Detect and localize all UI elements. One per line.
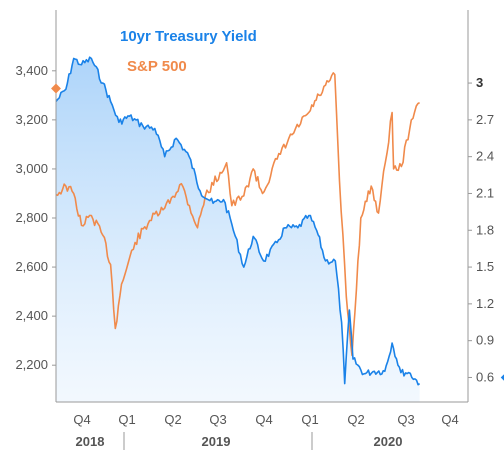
left-tick-label: 2,400 bbox=[15, 308, 48, 323]
quarter-label: Q2 bbox=[164, 412, 181, 427]
treasury-last-marker bbox=[500, 373, 504, 382]
right-tick-label: 0.9 bbox=[476, 333, 494, 348]
left-tick-label: 3,200 bbox=[15, 112, 48, 127]
left-tick-label: 2,800 bbox=[15, 210, 48, 225]
legend-sp500: S&P 500 bbox=[127, 58, 187, 75]
right-tick-label: 1.2 bbox=[476, 296, 494, 311]
treasury-line bbox=[55, 56, 421, 386]
legend: 10yr Treasury Yield S&P 500 bbox=[120, 28, 257, 75]
quarter-label: Q3 bbox=[209, 412, 226, 427]
quarter-label: Q4 bbox=[255, 412, 272, 427]
quarter-label: Q4 bbox=[441, 412, 458, 427]
year-label: 2018 bbox=[76, 434, 105, 449]
quarter-label: Q4 bbox=[73, 412, 90, 427]
left-tick-label: 3,400 bbox=[15, 63, 48, 78]
treasury-area-fill bbox=[56, 57, 420, 402]
right-tick-label: 1.8 bbox=[476, 222, 494, 237]
right-tick-label: 2.4 bbox=[476, 149, 494, 164]
quarter-label: Q1 bbox=[301, 412, 318, 427]
right-tick-label: 2.1 bbox=[476, 185, 494, 200]
year-label: 2019 bbox=[202, 434, 231, 449]
right-tick-label: 1.5 bbox=[476, 259, 494, 274]
right-tick-label: 3 bbox=[476, 75, 483, 90]
right-tick-label: 2.7 bbox=[476, 112, 494, 127]
left-tick-label: 3,000 bbox=[15, 161, 48, 176]
quarter-label: Q1 bbox=[118, 412, 135, 427]
left-tick-label: 2,200 bbox=[15, 357, 48, 372]
year-label: 2020 bbox=[374, 434, 403, 449]
left-tick-label: 2,600 bbox=[15, 259, 48, 274]
right-tick-label: 0.6 bbox=[476, 369, 494, 384]
series-lines bbox=[55, 56, 421, 386]
sp500-line bbox=[55, 72, 420, 357]
axes: 3,400 3,200 3,000 2,800 2,600 2,400 2,200 3 2.7 2… bbox=[15, 10, 504, 450]
quarter-label: Q2 bbox=[347, 412, 364, 427]
sp500-last-marker bbox=[51, 83, 61, 94]
quarter-label: Q3 bbox=[397, 412, 414, 427]
treasury-area bbox=[56, 57, 420, 402]
legend-treasury: 10yr Treasury Yield bbox=[120, 28, 257, 45]
